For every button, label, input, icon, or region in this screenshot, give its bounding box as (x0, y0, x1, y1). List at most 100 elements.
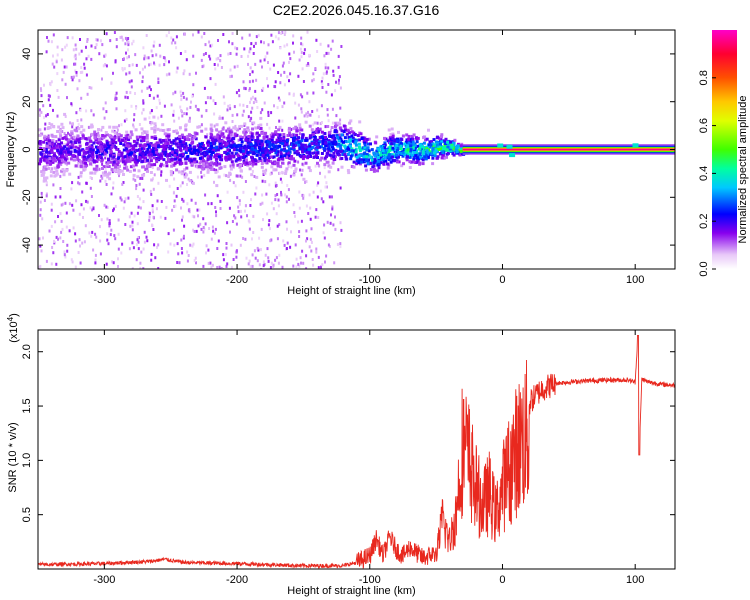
spectrogram-ridge-cell (89, 139, 92, 143)
spectrogram-speckle (326, 220, 329, 224)
spectrogram-ridge-cell (358, 120, 362, 124)
spectrogram-speckle (143, 230, 146, 234)
spectrogram-speckle (131, 224, 134, 228)
spectrogram-ridge-cell (106, 161, 110, 165)
spectrogram-ridge-cell (244, 154, 248, 158)
spectrogram-ridge-cell (112, 125, 116, 129)
spectrogram-speckle (280, 190, 282, 194)
spectrogram-speckle (77, 165, 80, 168)
spectrogram-speckle (175, 46, 178, 50)
spectrogram-speckle (177, 116, 180, 120)
spectrogram-ridge-cell (129, 157, 133, 160)
spectrogram-speckle (267, 114, 270, 117)
spectrogram-ridge-cell (337, 139, 341, 143)
spectrogram-ridge-cell (185, 166, 189, 170)
spectrogram-ridge-cell (142, 130, 146, 134)
spectrogram-ridge-cell (200, 165, 204, 168)
spectrogram-ridge-cell (278, 133, 282, 137)
spectrogram-speckle (299, 168, 302, 172)
spectrogram-ridge-cell (274, 151, 278, 155)
spectrogram-x-tick-label: 0 (499, 274, 505, 286)
spectrogram-ridge-cell (276, 161, 280, 165)
spectrogram-speckle (149, 62, 152, 66)
spectrogram-ridge-cell (366, 146, 370, 150)
spectrogram-speckle (214, 206, 217, 209)
spectrogram-speckle (156, 245, 158, 249)
spectrogram-speckle (331, 207, 334, 211)
spectrogram-speckle (90, 177, 93, 180)
spectrogram-speckle (168, 60, 170, 64)
spectrogram-speckle (55, 235, 58, 239)
spectrogram-ridge-cell (97, 140, 101, 144)
spectrogram-speckle (308, 53, 311, 57)
spectrogram-ridge-cell (242, 159, 246, 163)
spectrogram-ridge-cell (197, 165, 201, 168)
spectrogram-speckle (92, 207, 95, 211)
spectrogram-ridge-cell (257, 126, 260, 130)
spectrogram-ridge-cell (383, 150, 387, 154)
spectrogram-speckle (326, 108, 329, 112)
spectrogram-speckle (229, 107, 232, 111)
spectrogram-ridge-cell (413, 148, 417, 152)
spectrogram-ridge-cell (408, 160, 412, 164)
spectrogram-ridge-cell (228, 148, 231, 152)
spectrogram-speckle (156, 199, 159, 203)
spectrogram-ridge-cell (320, 130, 324, 134)
spectrogram-ridge-cell (215, 184, 219, 188)
spectrogram-speckle (99, 39, 102, 43)
spectrogram-ridge-cell (334, 148, 338, 152)
spectrogram-speckle (235, 255, 238, 259)
spectrogram-ridge-cell (58, 131, 62, 135)
spectrogram-speckle (252, 214, 255, 218)
spectrogram-ridge-cell (170, 158, 174, 162)
spectrogram-speckle (152, 187, 155, 191)
spectrogram-ridge-cell (105, 163, 109, 167)
spectrogram-speckle (202, 217, 205, 221)
spectrogram-speckle (240, 209, 242, 213)
spectrogram-speckle (157, 181, 160, 185)
spectrogram-speckle (272, 263, 275, 267)
spectrogram-ridge-cell (277, 128, 281, 132)
spectrogram-ridge-cell (238, 125, 242, 129)
spectrogram-ridge-cell (297, 140, 301, 144)
spectrogram-speckle (114, 94, 117, 97)
spectrogram-speckle (281, 64, 284, 68)
spectrogram-ridge-cell (408, 156, 412, 159)
spectrogram-ridge-cell (217, 139, 221, 143)
spectrogram-speckle (209, 57, 212, 61)
spectrogram-ridge-cell (114, 146, 118, 149)
spectrogram-speckle (327, 66, 330, 70)
spectrogram-ridge-cell (342, 124, 346, 128)
spectrogram-speckle (316, 183, 319, 187)
spectrogram-speckle (156, 94, 159, 98)
spectrogram-speckle (172, 171, 175, 175)
spectrogram-ridge-cell (257, 150, 261, 154)
spectrogram-ridge-cell (292, 148, 296, 152)
spectrogram-ridge-cell (253, 149, 257, 153)
spectrogram-ridge-cell (387, 128, 391, 132)
spectrogram-speckle (205, 251, 207, 255)
spectrogram-ridge-cell (250, 134, 254, 138)
spectrogram-ridge-cell (415, 140, 419, 144)
spectrogram-speckle (80, 203, 83, 207)
spectrogram-ridge-cell (172, 149, 176, 153)
spectrogram-ridge-cell (174, 137, 178, 141)
spectrogram-ridge-cell (111, 143, 115, 147)
spectrogram-speckle (242, 103, 245, 107)
spectrogram-ridge-cell (205, 162, 209, 166)
spectrogram-ridge-cell (79, 160, 83, 164)
spectrogram-ridge-cell (400, 142, 403, 146)
spectrogram-ridge-cell (252, 152, 256, 156)
snr-multiplier-exp: 4 (6, 316, 15, 321)
spectrogram-speckle (51, 62, 54, 66)
spectrogram-ridge-cell (119, 142, 123, 145)
spectrogram-speckle (339, 221, 342, 225)
spectrogram-speckle (117, 218, 120, 222)
spectrogram-speckle (115, 38, 118, 41)
spectrogram-ridge-cell (270, 138, 274, 142)
spectrogram-speckle (73, 128, 76, 132)
spectrogram-ridge-cell (431, 147, 435, 151)
spectrogram-ridge-cell (82, 155, 86, 159)
spectrogram-ridge-cell (186, 137, 189, 141)
spectrogram-ridge-cell (285, 155, 288, 159)
